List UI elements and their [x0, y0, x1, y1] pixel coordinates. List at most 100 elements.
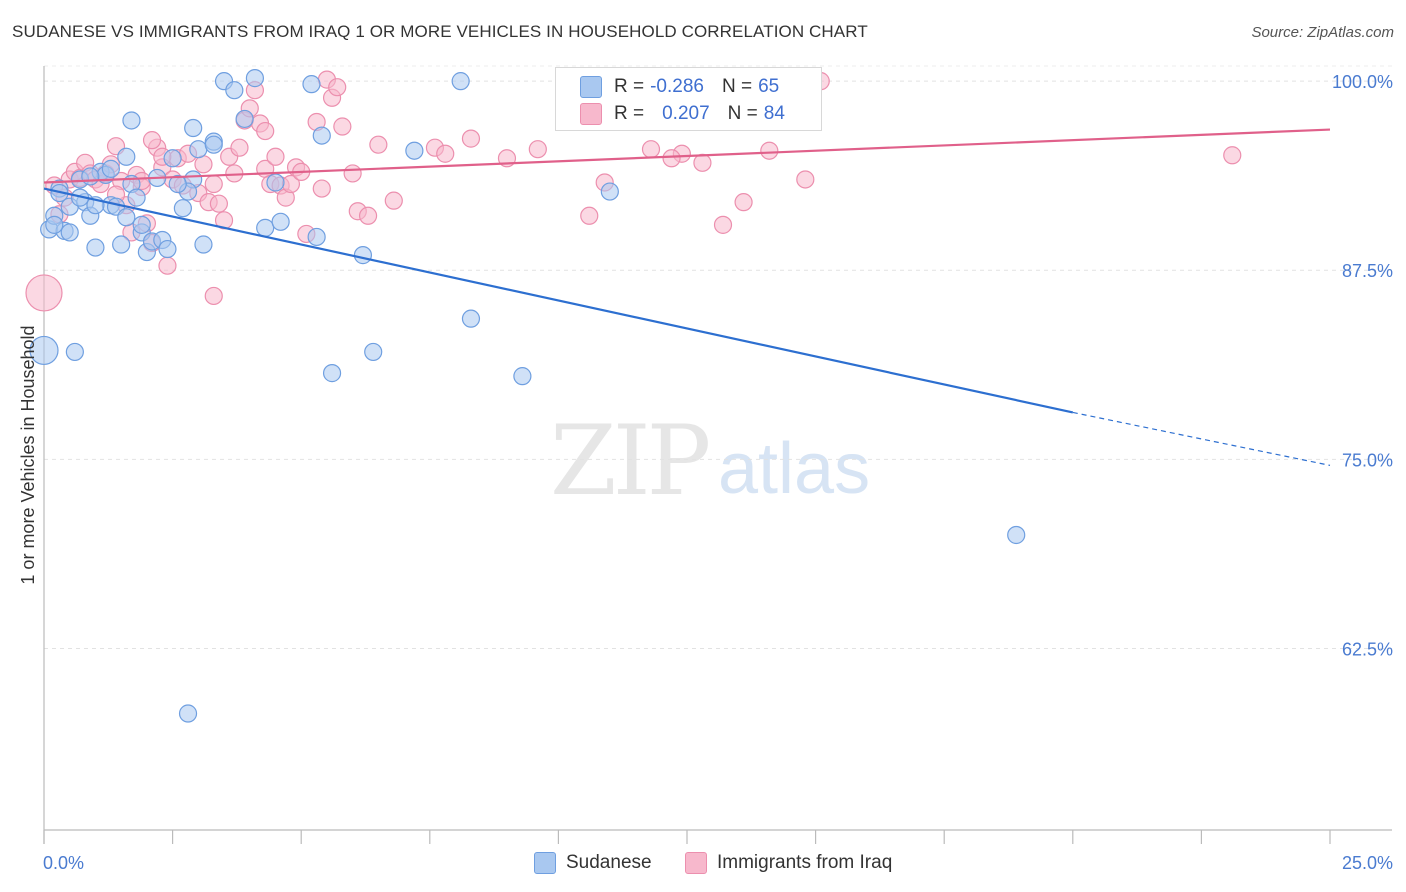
sudanese-point — [86, 238, 105, 257]
legend-swatch-iraq — [580, 103, 602, 125]
sudanese-point — [173, 199, 192, 218]
sudanese-point — [461, 309, 481, 328]
legend-r-value: -0.286 — [650, 76, 704, 97]
y-tick-label: 62.5% — [1342, 639, 1393, 659]
sudanese-trend-extension — [1072, 411, 1331, 466]
sudanese-point — [158, 239, 177, 259]
iraq-trend-line — [43, 128, 1331, 184]
legend-row-sudanese: R = -0.286 N = 65 — [580, 74, 779, 100]
sudanese-point — [1007, 525, 1026, 545]
iraq-point — [436, 144, 455, 163]
y-tick-label: 75.0% — [1342, 450, 1393, 470]
legend-n-value: 84 — [763, 103, 785, 124]
iraq-point — [369, 135, 388, 154]
sudanese-point — [163, 149, 182, 168]
sudanese-point — [45, 215, 64, 234]
iraq-point — [343, 164, 362, 183]
sudanese-point — [194, 235, 213, 254]
iraq-point — [713, 215, 733, 234]
legend-n-label: N = — [727, 103, 758, 124]
sudanese-point — [322, 364, 342, 383]
iraq-point — [333, 117, 352, 136]
legend-n-value: 65 — [758, 76, 780, 97]
sudanese-point — [302, 75, 321, 94]
sudanese-point — [513, 367, 532, 386]
iraq-point — [461, 129, 481, 148]
sudanese-point — [122, 111, 141, 130]
iraq-point — [266, 147, 285, 166]
sudanese-point — [101, 159, 120, 178]
iraq-point — [734, 193, 753, 212]
series-legend: Sudanese Immigrants from Iraq — [0, 852, 1406, 876]
sudanese-point — [364, 342, 383, 362]
sudanese-point — [189, 140, 208, 159]
legend-swatch-sudanese — [534, 852, 556, 874]
legend-r-label: R = — [614, 76, 645, 97]
sudanese-point — [245, 69, 265, 88]
iraq-point — [662, 149, 681, 168]
sudanese-point — [132, 215, 151, 234]
sudanese-point — [307, 227, 326, 247]
y-tick-label: 87.5% — [1342, 261, 1393, 281]
trend-lines — [43, 128, 1331, 466]
iraq-point — [158, 256, 177, 275]
legend-row-iraq: R = 0.207 N = 84 — [580, 101, 785, 127]
iraq-point — [358, 206, 378, 225]
iraq-points — [25, 70, 1242, 312]
y-tick-label: 100.0% — [1332, 72, 1393, 92]
sudanese-point — [117, 208, 136, 227]
sudanese-points — [29, 69, 1026, 723]
iraq-point — [1223, 146, 1242, 165]
iraq-point — [230, 138, 249, 157]
sudanese-point — [60, 223, 79, 242]
iraq-point — [209, 194, 228, 213]
x-tick-label: 0.0% — [43, 853, 84, 873]
iraq-point — [204, 174, 223, 194]
iraq-point — [641, 140, 661, 159]
iraq-point — [256, 121, 275, 141]
legend-label-iraq: Immigrants from Iraq — [717, 852, 893, 873]
iraq-point — [328, 78, 347, 97]
legend-label-sudanese: Sudanese — [566, 852, 652, 873]
sudanese-point — [184, 118, 203, 138]
source-label: Source: ZipAtlas.com — [1251, 24, 1394, 41]
iraq-point — [312, 179, 331, 198]
legend-item-sudanese: Sudanese — [534, 852, 652, 874]
sudanese-trend-line — [43, 187, 1074, 414]
sudanese-point — [405, 141, 424, 160]
iraq-point — [142, 131, 162, 150]
legend-r-value: 0.207 — [662, 103, 710, 124]
sudanese-point — [451, 72, 470, 91]
sudanese-point — [127, 188, 146, 207]
x-tick-labels: 0.0% 25.0% — [43, 853, 1393, 873]
watermark-atlas: atlas — [718, 429, 871, 509]
iraq-point — [204, 286, 223, 306]
sudanese-point — [266, 173, 285, 192]
sudanese-point — [600, 182, 619, 201]
iraq-point — [693, 153, 712, 172]
sudanese-point — [29, 335, 59, 366]
sudanese-point — [235, 109, 254, 129]
sudanese-point — [168, 174, 187, 194]
sudanese-point — [81, 167, 100, 186]
chart-title: SUDANESE VS IMMIGRANTS FROM IRAQ 1 OR MO… — [12, 22, 868, 41]
legend-swatch-iraq — [685, 852, 707, 874]
iraq-point — [194, 155, 213, 174]
legend-swatch-sudanese — [580, 76, 602, 98]
iraq-point — [580, 206, 599, 225]
watermark-zip: ZIP — [550, 405, 711, 517]
sudanese-point — [178, 704, 198, 723]
iraq-point — [528, 140, 547, 159]
iraq-point — [25, 274, 63, 312]
sudanese-point — [204, 135, 223, 154]
axes — [43, 66, 1392, 844]
sudanese-point — [117, 147, 136, 166]
sudanese-point — [65, 342, 84, 362]
y-axis-label: 1 or more Vehicles in Household — [18, 325, 38, 584]
iraq-point — [796, 170, 815, 189]
sudanese-point — [271, 212, 290, 231]
x-tick-label: 25.0% — [1342, 853, 1393, 873]
iraq-point — [384, 191, 403, 210]
sudanese-point — [353, 246, 373, 265]
sudanese-point — [312, 126, 331, 145]
